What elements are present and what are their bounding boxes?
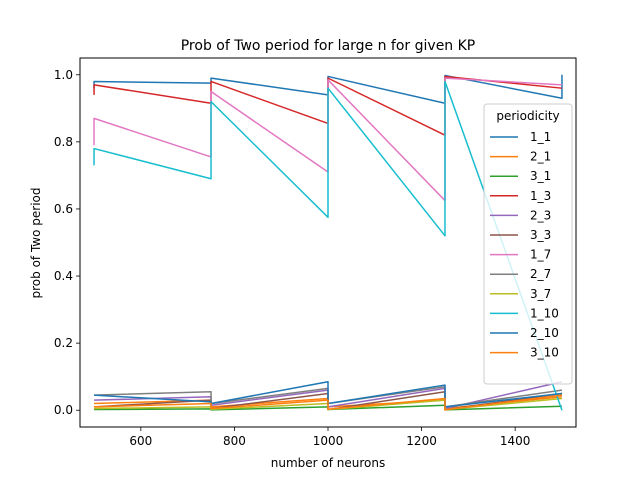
x-tick-label: 1400 [500, 434, 531, 448]
y-tick-label: 0.2 [54, 336, 73, 350]
x-tick-label: 1000 [313, 434, 344, 448]
legend-label-3-3: 3_3 [530, 228, 551, 242]
legend-label-1-10: 1_10 [530, 306, 559, 320]
legend-items: 1_1 2_1 3_1 1_3 2_3 3_3 1_7 2_7 3_7 1_10 2_10 3_10 [490, 130, 559, 360]
y-axis-label: prob of Two period [29, 188, 43, 299]
legend-label-3-1: 3_1 [530, 169, 551, 183]
legend-title: periodicity [496, 109, 559, 123]
legend-box [483, 103, 573, 385]
chart-title: Prob of Two period for large n for given… [181, 38, 476, 54]
x-axis: 600 800 1000 1200 1400 [129, 427, 530, 448]
y-tick-label: 0.6 [54, 202, 73, 216]
legend-label-2-3: 2_3 [530, 208, 551, 222]
series-line-1-10 [93, 80, 563, 411]
legend-label-2-1: 2_1 [530, 150, 551, 164]
legend-label-1-1: 1_1 [530, 130, 551, 144]
y-tick-label: 1.0 [54, 68, 73, 82]
legend-label-1-7: 1_7 [530, 248, 551, 262]
y-axis: 0.0 0.2 0.4 0.6 0.8 1.0 [54, 68, 80, 417]
x-tick-label: 800 [223, 434, 246, 448]
legend: periodicity 1_12_13_11_32_33_31_72_73_71… [483, 103, 573, 385]
y-tick-label: 0.8 [54, 135, 73, 149]
legend-label-1-3: 1_3 [530, 189, 551, 203]
legend-label-3-7: 3_7 [530, 287, 551, 301]
plot-area [93, 74, 563, 411]
x-tick-label: 1200 [406, 434, 437, 448]
y-tick-label: 0.0 [54, 403, 73, 417]
legend-label-3-10: 3_10 [530, 346, 559, 360]
x-tick-label: 600 [129, 434, 152, 448]
y-tick-label: 0.4 [54, 269, 73, 283]
legend-label-2-7: 2_7 [530, 267, 551, 281]
series-line-3-10 [94, 394, 563, 411]
x-axis-label: number of neurons [271, 456, 386, 470]
legend-label-2-10: 2_10 [530, 326, 559, 340]
